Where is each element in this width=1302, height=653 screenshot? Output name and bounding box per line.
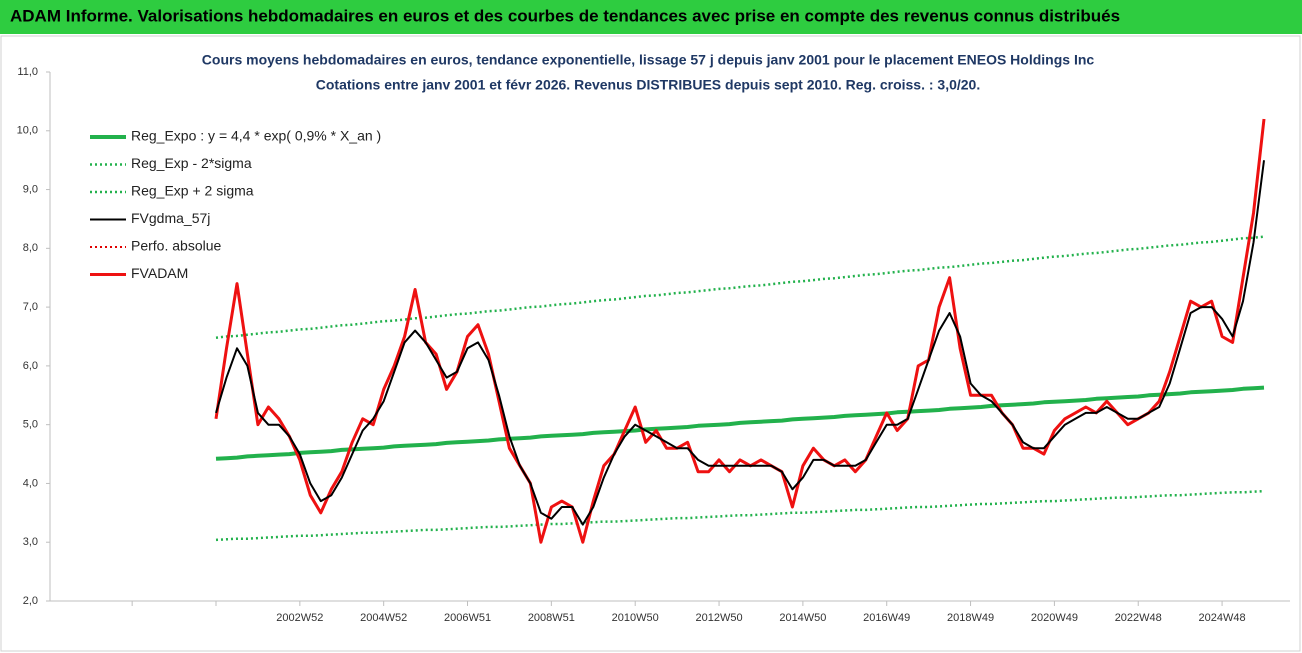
chart-subtitle: Cotations entre janv 2001 et févr 2026. …: [316, 77, 981, 93]
legend-label: Reg_Exp + 2 sigma: [131, 183, 254, 199]
series-line: [215, 160, 1265, 526]
y-tick-label: 5,0: [23, 419, 38, 431]
x-tick-label: 2022W48: [1115, 612, 1162, 624]
x-tick-label: 2002W52: [276, 612, 323, 624]
y-tick-label: 11,0: [17, 66, 38, 78]
header-bar: [0, 0, 1302, 34]
x-tick-label: 2004W52: [360, 612, 407, 624]
x-tick-label: 2024W48: [1199, 612, 1246, 624]
series-line: [215, 385, 1265, 461]
legend-label: Reg_Expo : y = 4,4 * exp( 0,9% * X_an ): [131, 128, 381, 144]
x-tick-label: 2014W50: [779, 612, 826, 624]
x-tick-label: 2012W50: [695, 612, 742, 624]
chart-border: [0, 35, 1301, 652]
legend-label: Perfo. absolue: [131, 238, 221, 254]
series-line: [215, 235, 1265, 339]
y-tick-label: 10,0: [17, 125, 38, 137]
series-line: [214, 118, 1266, 544]
x-tick-label: 2008W51: [528, 612, 575, 624]
legend-label: FVADAM: [131, 265, 188, 281]
y-tick-label: 8,0: [23, 242, 38, 254]
x-tick-label: 2006W51: [444, 612, 491, 624]
chart-title: Cours moyens hebdomadaires en euros, ten…: [202, 52, 1095, 68]
y-tick-label: 3,0: [23, 536, 38, 548]
y-tick-label: 4,0: [23, 477, 38, 489]
x-tick-label: 2018W49: [947, 612, 994, 624]
legend-label: FVgdma_57j: [131, 210, 210, 226]
legend-label: Reg_Exp - 2*sigma: [131, 155, 252, 171]
y-tick-label: 2,0: [23, 595, 38, 607]
y-tick-label: 9,0: [23, 183, 38, 195]
x-tick-label: 2010W50: [612, 612, 659, 624]
y-tick-label: 6,0: [23, 360, 38, 372]
y-tick-label: 7,0: [23, 301, 38, 313]
x-tick-label: 2016W49: [863, 612, 910, 624]
header-title: ADAM Informe. Valorisations hebdomadaire…: [10, 6, 1120, 25]
x-tick-label: 2020W49: [1031, 612, 1078, 624]
